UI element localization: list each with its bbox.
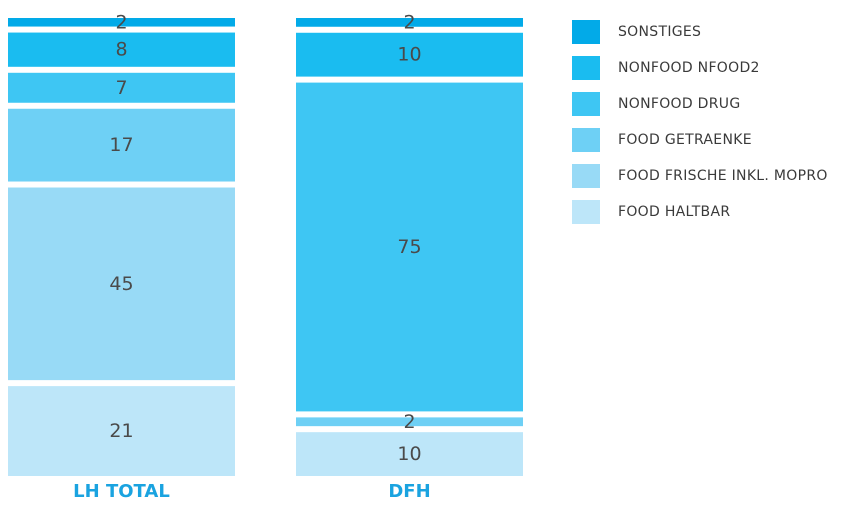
bar-segment-dfh-nonfood-nfood2	[296, 32, 523, 77]
bar-segment-lh-total-sonstiges	[8, 18, 235, 27]
data-label-lh-total-nonfood-nfood2: 8	[115, 39, 127, 61]
legend-swatch-food-getraenke	[572, 128, 600, 152]
legend-item-food-frische-inkl-mopro: FOOD FRISCHE INKL. MOPRO	[572, 164, 828, 188]
bar-segment-dfh-food-getraenke	[296, 417, 523, 427]
legend: SONSTIGES NONFOOD NFOOD2 NONFOOD DRUG FOOD …	[572, 20, 828, 224]
bar-segment-dfh-nonfood-drug	[296, 82, 523, 412]
legend-swatch-food-frische-inkl-mopro	[572, 164, 600, 188]
legend-label-food-getraenke: FOOD GETRAENKE	[618, 132, 752, 148]
legend-swatch-nonfood-nfood2	[572, 56, 600, 80]
bars-group: 21 45 17 7 8 2 10 2 75 10 2	[8, 11, 523, 476]
category-label-dfh: DFH	[388, 481, 430, 502]
bar-segment-lh-total-food-haltbar	[8, 386, 235, 476]
legend-swatch-sonstiges	[572, 20, 600, 44]
data-label-dfh-nonfood-drug: 75	[397, 236, 421, 258]
legend-item-sonstiges: SONSTIGES	[572, 20, 701, 44]
data-label-dfh-nonfood-nfood2: 10	[397, 44, 421, 66]
legend-label-food-frische-inkl-mopro: FOOD FRISCHE INKL. MOPRO	[618, 168, 828, 184]
data-label-dfh-food-getraenke: 2	[403, 411, 415, 433]
legend-item-nonfood-nfood2: NONFOOD NFOOD2	[572, 56, 760, 80]
legend-label-nonfood-drug: NONFOOD DRUG	[618, 96, 741, 112]
data-label-lh-total-food-haltbar: 21	[109, 420, 133, 442]
data-label-lh-total-nonfood-drug: 7	[115, 77, 127, 99]
legend-swatch-food-haltbar	[572, 200, 600, 224]
legend-item-nonfood-drug: NONFOOD DRUG	[572, 92, 741, 116]
bar-segment-dfh-sonstiges	[296, 18, 523, 27]
legend-label-nonfood-nfood2: NONFOOD NFOOD2	[618, 60, 760, 76]
data-label-lh-total-food-getraenke: 17	[109, 134, 133, 156]
bar-segment-lh-total-food-getraenke	[8, 108, 235, 182]
data-label-dfh-food-haltbar: 10	[397, 443, 421, 465]
legend-label-food-haltbar: FOOD HALTBAR	[618, 204, 730, 220]
bar-segment-lh-total-nonfood-nfood2	[8, 32, 235, 67]
category-labels-group: LH TOTAL DFH	[73, 481, 430, 502]
data-label-dfh-sonstiges: 2	[403, 11, 415, 33]
legend-label-sonstiges: SONSTIGES	[618, 24, 701, 40]
bar-segment-dfh-food-haltbar	[296, 432, 523, 476]
legend-item-food-haltbar: FOOD HALTBAR	[572, 200, 730, 224]
category-label-lh-total: LH TOTAL	[73, 481, 170, 502]
bar-segment-lh-total-nonfood-drug	[8, 72, 235, 103]
data-label-lh-total-sonstiges: 2	[115, 11, 127, 33]
legend-swatch-nonfood-drug	[572, 92, 600, 116]
data-label-lh-total-food-frische-inkl-mopro: 45	[109, 273, 133, 295]
bar-segment-lh-total-food-frische-inkl-mopro	[8, 187, 235, 381]
legend-item-food-getraenke: FOOD GETRAENKE	[572, 128, 752, 152]
